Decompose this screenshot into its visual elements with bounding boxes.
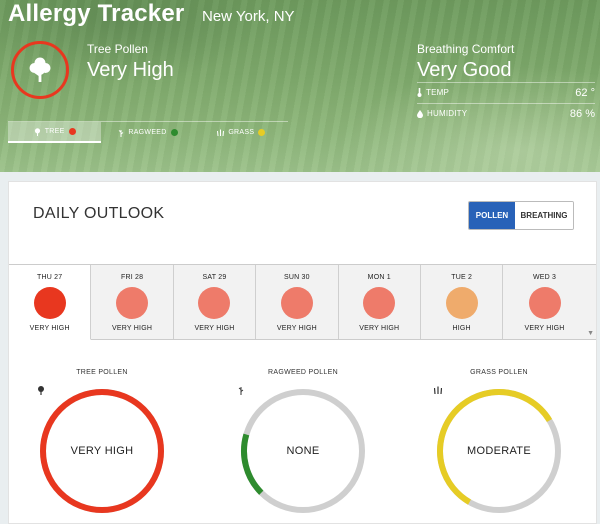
ragweed-status-dot — [170, 129, 178, 136]
tree-icon — [38, 386, 44, 395]
temp-value: 62 ° — [575, 86, 595, 99]
forecast-strip: THU 27 VERY HIGH FRI 28 VERY HIGH SAT 29… — [9, 264, 596, 340]
pollen-type-tabs: TREE RAGWEED GRASS — [8, 121, 288, 143]
forecast-day[interactable]: SUN 30 VERY HIGH — [256, 265, 339, 339]
header: Allergy Tracker New York, NY Tree Pollen… — [0, 0, 600, 172]
day-level-indicator — [445, 287, 478, 319]
gauge-value: VERY HIGH — [70, 445, 134, 457]
tree-icon — [29, 57, 51, 82]
tree-icon — [34, 127, 40, 136]
day-name: THU 27 — [37, 274, 63, 281]
day-level-indicator — [116, 287, 149, 319]
forecast-day[interactable]: SAT 29 VERY HIGH — [173, 265, 257, 339]
gauge-label: GRASS POLLEN — [470, 368, 528, 376]
ragweed-icon — [119, 129, 124, 137]
gauge-ring — [241, 389, 365, 513]
humidity-row: HUMIDITY 86 % — [417, 103, 595, 123]
day-level: VERY HIGH — [112, 325, 153, 332]
day-level: VERY HIGH — [524, 325, 565, 332]
ragweed-icon — [238, 387, 244, 395]
day-name: SAT 29 — [202, 274, 227, 281]
comfort-value: Very Good — [417, 59, 512, 81]
temp-label: TEMP — [426, 88, 450, 97]
temp-row: TEMP 62 ° — [417, 82, 595, 102]
daily-outlook-card: DAILY OUTLOOK POLLEN BREATHING THU 27 VE… — [8, 181, 597, 524]
forecast-day[interactable]: WED 3 VERY HIGH — [503, 265, 586, 339]
day-name: SUN 30 — [284, 274, 310, 281]
day-level-indicator — [198, 287, 231, 319]
day-level: VERY HIGH — [276, 325, 317, 332]
ragweed-pollen-gauge: RAGWEED POLLEN NONE — [238, 366, 368, 513]
grass-pollen-gauge: GRASS POLLEN MODERATE — [434, 366, 564, 513]
tab-tree[interactable]: TREE — [8, 122, 102, 143]
tab-grass[interactable]: GRASS — [195, 122, 288, 143]
forecast-day[interactable]: TUE 2 HIGH — [420, 265, 504, 339]
pollen-mode-button[interactable]: POLLEN — [469, 202, 515, 229]
day-level-indicator — [33, 287, 66, 319]
gauge-value: NONE — [286, 445, 320, 457]
scroll-down-icon[interactable]: ▼ — [587, 330, 594, 337]
day-name: MON 1 — [367, 274, 391, 281]
grass-icon — [434, 386, 442, 394]
day-name: TUE 2 — [451, 274, 473, 281]
forecast-day[interactable]: MON 1 VERY HIGH — [338, 265, 421, 339]
tab-ragweed-label: RAGWEED — [128, 129, 167, 136]
location-label[interactable]: New York, NY — [202, 8, 295, 25]
breathing-mode-button[interactable]: BREATHING — [515, 202, 573, 229]
tab-grass-label: GRASS — [228, 129, 255, 136]
day-level: VERY HIGH — [359, 325, 400, 332]
day-level: VERY HIGH — [194, 325, 235, 332]
grass-icon — [217, 129, 225, 136]
current-pollen-level: Very High — [87, 59, 174, 81]
day-level: HIGH — [452, 325, 471, 332]
tree-status-dot — [68, 128, 76, 135]
outlook-title: DAILY OUTLOOK — [33, 205, 165, 222]
tree-pollen-gauge: TREE POLLEN VERY HIGH — [37, 366, 167, 513]
current-pollen-badge — [11, 41, 69, 99]
gauge-fill — [241, 389, 365, 513]
day-level: VERY HIGH — [29, 325, 70, 332]
day-level-indicator — [528, 287, 561, 319]
gauge-ring — [40, 389, 164, 513]
gauge-label: RAGWEED POLLEN — [268, 368, 338, 376]
humidity-label: HUMIDITY — [427, 109, 468, 118]
gauge-fill — [437, 389, 561, 513]
current-pollen-type: Tree Pollen — [87, 42, 148, 56]
droplet-icon — [417, 109, 423, 118]
gauge-value: MODERATE — [467, 445, 531, 457]
outlook-mode-toggle: POLLEN BREATHING — [468, 201, 574, 230]
gauge-fill — [40, 389, 164, 513]
comfort-title: Breathing Comfort — [417, 42, 515, 56]
grass-status-dot — [258, 129, 266, 136]
tab-ragweed[interactable]: RAGWEED — [101, 122, 194, 143]
day-level-indicator — [280, 287, 313, 319]
day-name: WED 3 — [532, 274, 557, 281]
day-name: FRI 28 — [120, 274, 144, 281]
gauge-ring — [437, 389, 561, 513]
app-title: Allergy Tracker — [8, 0, 185, 27]
tab-tree-label: TREE — [44, 128, 65, 135]
humidity-value: 86 % — [569, 107, 595, 120]
thermometer-icon — [417, 88, 422, 97]
forecast-day[interactable]: FRI 28 VERY HIGH — [91, 265, 174, 339]
gauge-label: TREE POLLEN — [76, 368, 128, 376]
day-level-indicator — [363, 287, 396, 319]
forecast-day[interactable]: THU 27 VERY HIGH — [9, 265, 92, 340]
